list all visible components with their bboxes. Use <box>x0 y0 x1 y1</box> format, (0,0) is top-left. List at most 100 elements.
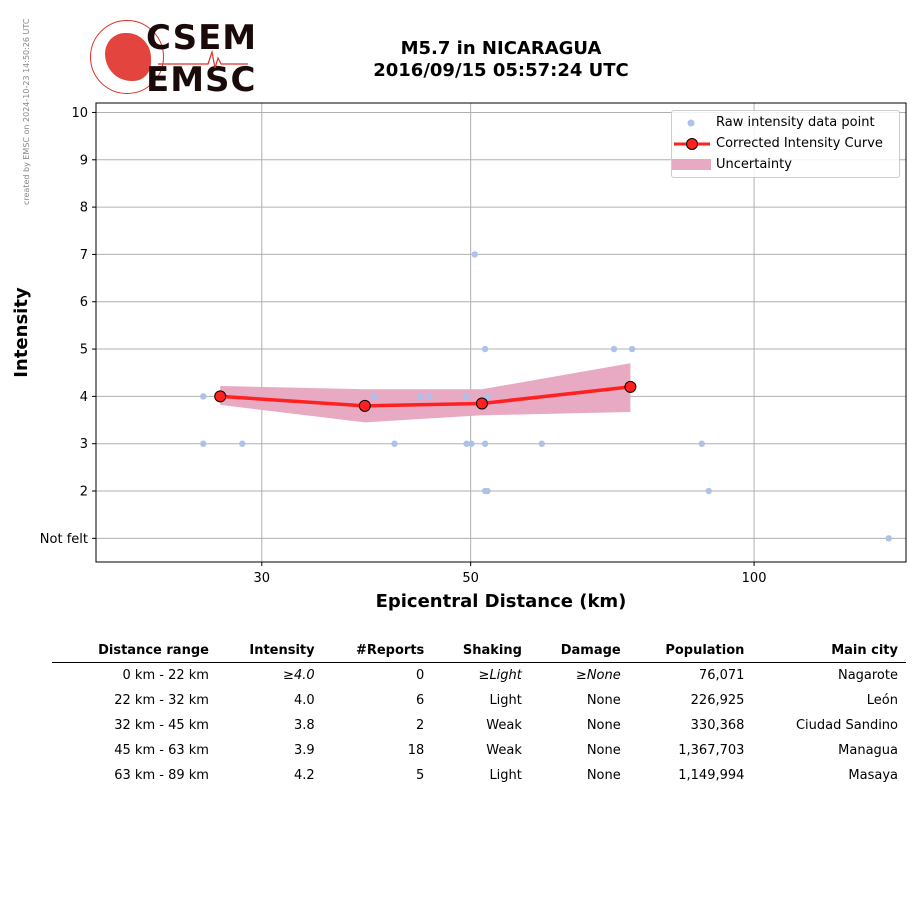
raw-data-point <box>371 393 378 400</box>
col-main-city: Main city <box>752 640 906 663</box>
raw-data-point <box>200 440 207 447</box>
cell-shaking: ≥Light <box>478 668 522 683</box>
raw-data-point <box>200 393 207 400</box>
cell-damage: None <box>586 743 621 758</box>
cell-damage: None <box>586 768 621 783</box>
legend: Raw intensity data point Corrected Inten… <box>671 110 900 178</box>
col-population: Population <box>628 640 753 663</box>
cell-damage: ≥None <box>575 668 621 683</box>
cell-city: León <box>866 693 898 708</box>
raw-data-point <box>885 535 892 542</box>
raw-data-point <box>468 440 475 447</box>
cell-reports: 5 <box>416 768 425 783</box>
cell-intensity: 3.8 <box>293 718 315 733</box>
y-tick-label: 4 <box>80 390 88 405</box>
legend-label-uncertainty: Uncertainty <box>716 157 792 172</box>
raw-data-point <box>538 440 545 447</box>
raw-data-point <box>628 345 636 353</box>
cell-range: 22 km - 32 km <box>114 693 209 708</box>
raw-data-point <box>239 440 246 447</box>
curve-marker <box>358 399 371 412</box>
col-reports: #Reports <box>322 640 433 663</box>
cell-intensity: 4.2 <box>293 768 315 783</box>
chart-subtitle: 2016/09/15 05:57:24 UTC <box>373 60 629 81</box>
x-tick-label: 30 <box>254 571 271 586</box>
cell-intensity: 4.0 <box>293 693 315 708</box>
cell-population: 76,071 <box>698 668 745 683</box>
cell-reports: 6 <box>416 693 425 708</box>
cell-shaking: Light <box>489 693 522 708</box>
y-axis-label: Intensity <box>11 287 32 378</box>
col-distance-range: Distance range <box>52 640 217 663</box>
raw-data-point <box>471 251 478 258</box>
cell-city: Nagarote <box>837 668 898 683</box>
legend-item-raw: Raw intensity data point <box>672 113 899 133</box>
raw-data-point <box>705 487 712 495</box>
raw-data-point <box>610 345 618 353</box>
legend-raw-marker <box>687 119 695 127</box>
legend-label-raw: Raw intensity data point <box>716 115 875 130</box>
cell-shaking: Light <box>489 768 522 783</box>
y-tick-label: Not felt <box>40 532 88 547</box>
cell-range: 45 km - 63 km <box>114 743 209 758</box>
cell-reports: 2 <box>416 718 425 733</box>
cell-population: 330,368 <box>690 718 745 733</box>
globe-icon <box>90 20 164 94</box>
cell-shaking: Weak <box>486 718 522 733</box>
x-axis-label: Epicentral Distance (km) <box>376 591 627 612</box>
csem-emsc-logo: CSEM EMSC <box>88 18 258 100</box>
cell-city: Managua <box>838 743 898 758</box>
table-row: 0 km - 22 km ≥4.0 0 ≥Light ≥None 76,071 … <box>52 663 906 689</box>
legend-uncertainty-swatch <box>672 159 711 170</box>
y-tick-label: 5 <box>80 343 88 358</box>
table-header-row: Distance range Intensity #Reports Shakin… <box>52 640 906 663</box>
raw-data-point <box>484 487 491 495</box>
table-row: 45 km - 63 km 3.9 18 Weak None 1,367,703… <box>52 738 906 763</box>
curve-marker <box>214 390 227 403</box>
table-row: 63 km - 89 km 4.2 5 Light None 1,149,994… <box>52 763 906 788</box>
legend-item-uncertainty: Uncertainty <box>672 155 899 175</box>
chart-title: M5.7 in NICARAGUA <box>400 38 602 59</box>
legend-curve-marker <box>674 138 710 150</box>
table-row: 22 km - 32 km 4.0 6 Light None 226,925 L… <box>52 688 906 713</box>
cell-population: 1,367,703 <box>678 743 745 758</box>
col-intensity: Intensity <box>216 640 323 663</box>
corrected-intensity-curve <box>220 385 631 408</box>
cell-intensity: 3.9 <box>293 743 315 758</box>
col-damage: Damage <box>529 640 629 663</box>
logo-text-bottom: EMSC <box>146 60 257 100</box>
cell-population: 1,149,994 <box>678 768 745 783</box>
cell-damage: None <box>586 718 621 733</box>
cell-damage: None <box>586 693 621 708</box>
table-row: 32 km - 45 km 3.8 2 Weak None 330,368 Ci… <box>52 713 906 738</box>
x-tick-label: 100 <box>742 571 767 586</box>
cell-population: 226,925 <box>690 693 745 708</box>
raw-data-point <box>698 440 706 447</box>
y-tick-label: 9 <box>80 153 88 168</box>
cell-reports: 18 <box>407 743 425 758</box>
y-tick-label: 10 <box>71 106 88 121</box>
cell-city: Ciudad Sandino <box>795 718 898 733</box>
raw-data-point <box>481 345 489 353</box>
cell-range: 0 km - 22 km <box>122 668 209 683</box>
y-tick-label: 7 <box>80 248 88 263</box>
legend-label-curve: Corrected Intensity Curve <box>716 136 883 151</box>
cell-shaking: Weak <box>486 743 522 758</box>
cell-range: 32 km - 45 km <box>114 718 209 733</box>
raw-data-point <box>426 393 433 400</box>
raw-data-point <box>463 393 470 400</box>
logo-text-top: CSEM <box>146 18 258 58</box>
cell-range: 63 km - 89 km <box>114 768 209 783</box>
legend-item-curve: Corrected Intensity Curve <box>672 134 899 154</box>
cell-city: Masaya <box>848 768 898 783</box>
raw-data-point <box>417 393 424 400</box>
curve-marker <box>624 380 637 393</box>
cell-reports: 0 <box>416 668 425 683</box>
raw-data-point <box>391 440 398 447</box>
seismogram-icon <box>158 49 248 68</box>
uncertainty-band <box>220 363 631 423</box>
cell-intensity: ≥4.0 <box>283 668 315 683</box>
col-shaking: Shaking <box>432 640 530 663</box>
intensity-table: Distance range Intensity #Reports Shakin… <box>52 640 906 788</box>
raw-data-point <box>463 440 470 447</box>
